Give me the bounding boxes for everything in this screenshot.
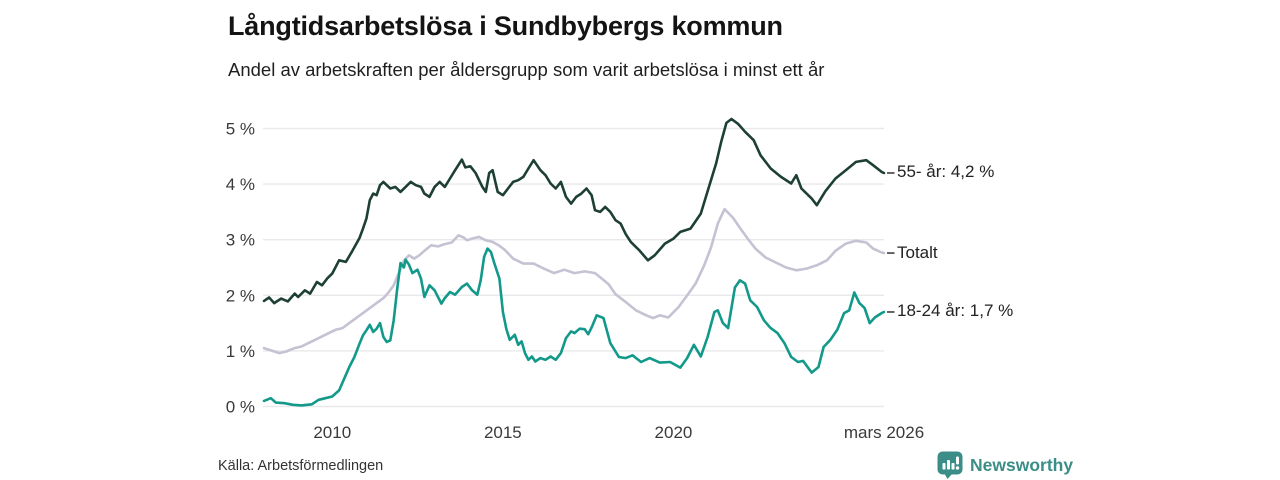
y-axis-tick-label: 5 %: [226, 120, 255, 139]
page-subtitle: Andel av arbetskraften per åldersgrupp s…: [228, 59, 825, 80]
source-note: Källa: Arbetsförmedlingen: [218, 458, 384, 474]
x-axis-tick-label: 2020: [655, 423, 693, 442]
brand-lockup: Newsworthy: [937, 451, 1073, 479]
series-line-18-24-r: [262, 247, 886, 407]
x-axis-tick-label: mars 2026: [844, 423, 924, 442]
y-axis-tick-label: 2 %: [226, 286, 255, 305]
x-axis-tick-label: 2015: [484, 423, 522, 442]
newsworthy-logo-icon: [937, 451, 963, 479]
y-axis-tick-label: 0 %: [226, 398, 255, 417]
y-axis-tick-label: 3 %: [226, 231, 255, 250]
series-line-totalt: [262, 207, 886, 355]
series-label-55: 55- år: 4,2 %: [897, 162, 995, 182]
series-line-55-r: [262, 117, 886, 305]
brand-name: Newsworthy: [970, 454, 1074, 475]
series-label-total: Totalt: [897, 242, 938, 262]
y-axis-tick-label: 4 %: [226, 175, 255, 194]
y-axis-tick-label: 1 %: [226, 342, 255, 361]
page-title: Långtidsarbetslösa i Sundbybergs kommun: [228, 11, 783, 41]
series-label-18-24: 18-24 år: 1,7 %: [897, 301, 1014, 321]
x-axis-tick-label: 2010: [313, 423, 351, 442]
